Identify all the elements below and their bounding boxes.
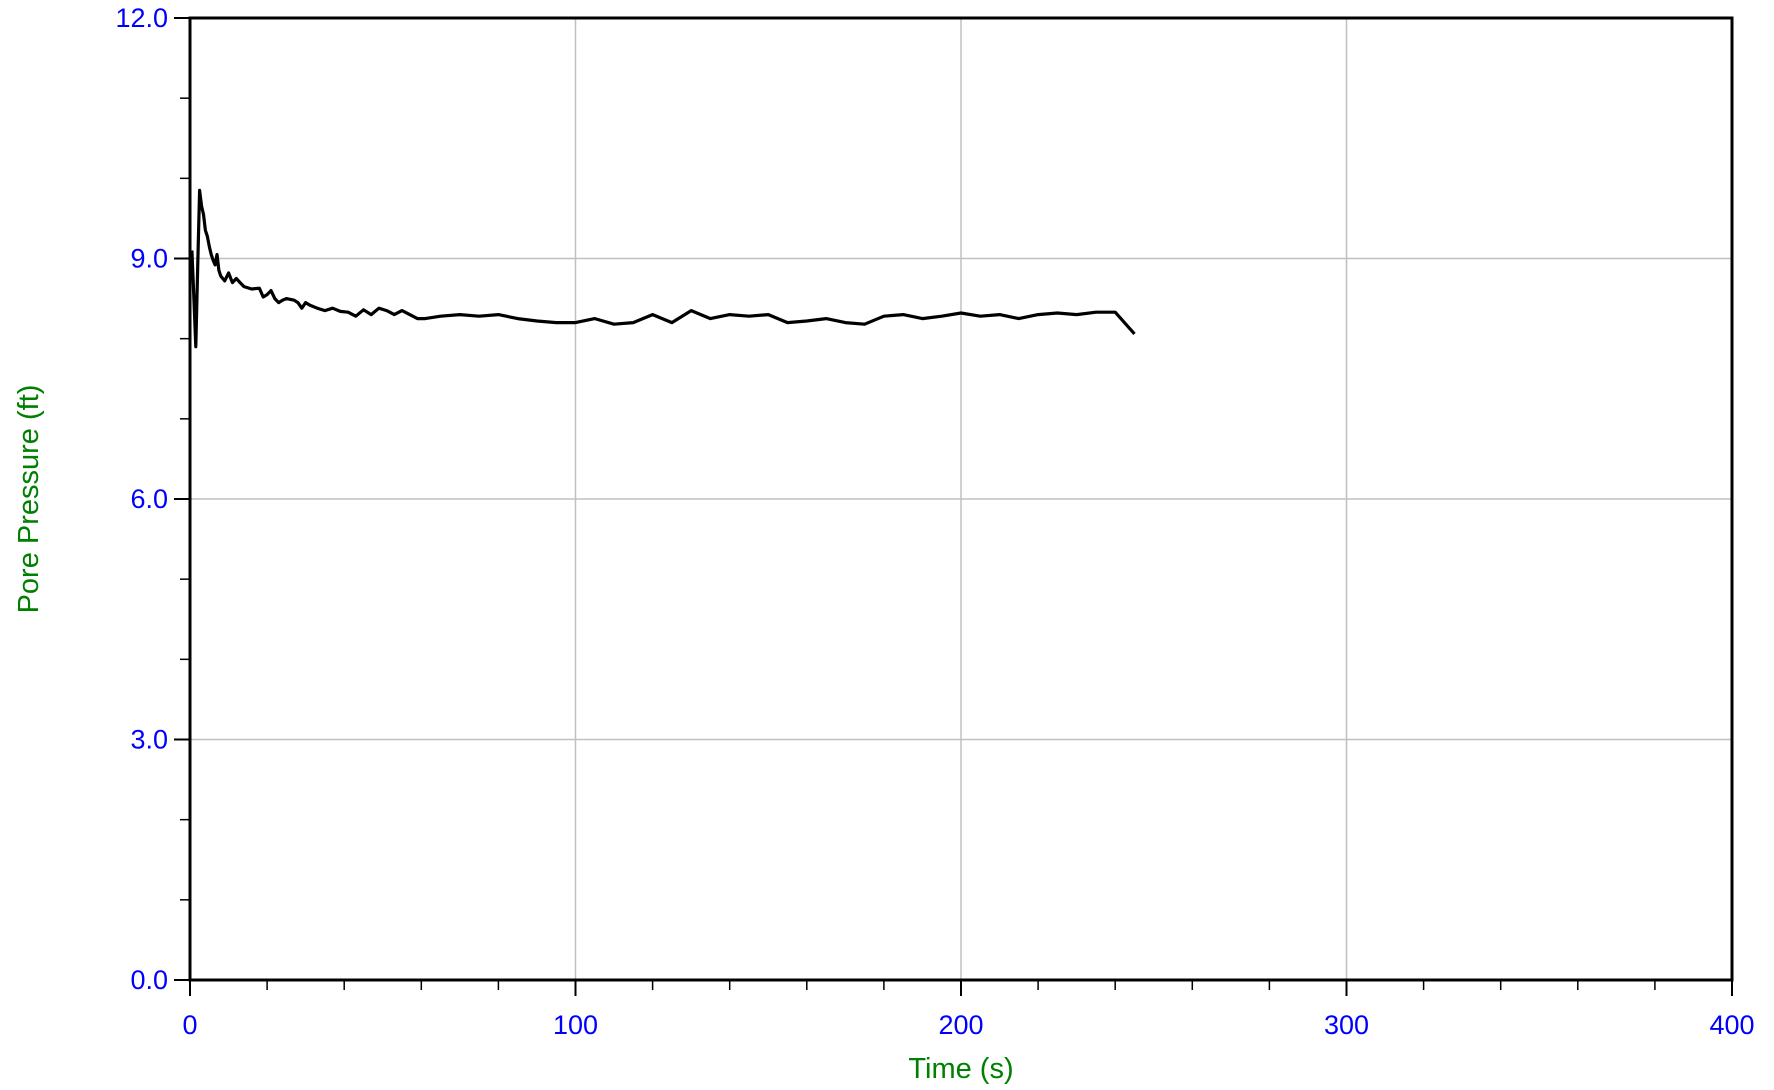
y-tick-label: 9.0 xyxy=(130,244,168,274)
x-tick-label: 400 xyxy=(1709,1010,1754,1040)
x-tick-label: 300 xyxy=(1324,1010,1369,1040)
x-tick-label: 100 xyxy=(553,1010,598,1040)
y-tick-label: 0.0 xyxy=(130,965,168,995)
x-tick-label: 0 xyxy=(182,1010,197,1040)
minor-ticks xyxy=(180,97,1656,990)
y-axis-title: Pore Pressure (ft) xyxy=(13,385,45,614)
y-tick-label: 6.0 xyxy=(130,484,168,514)
plot-frame xyxy=(188,16,1734,982)
x-tick-labels: 0 100 200 300 400 xyxy=(182,1010,1754,1040)
series-line xyxy=(190,188,1136,349)
series-layer xyxy=(190,188,1136,349)
y-tick-labels: 0.0 3.0 6.0 9.0 12.0 xyxy=(115,3,168,995)
x-tick-label: 200 xyxy=(938,1010,983,1040)
grid-lines xyxy=(190,18,1732,980)
major-ticks xyxy=(174,17,1733,996)
y-tick-label: 3.0 xyxy=(130,725,168,755)
x-axis-title: Time (s) xyxy=(908,1053,1013,1085)
y-tick-label: 12.0 xyxy=(115,3,168,33)
